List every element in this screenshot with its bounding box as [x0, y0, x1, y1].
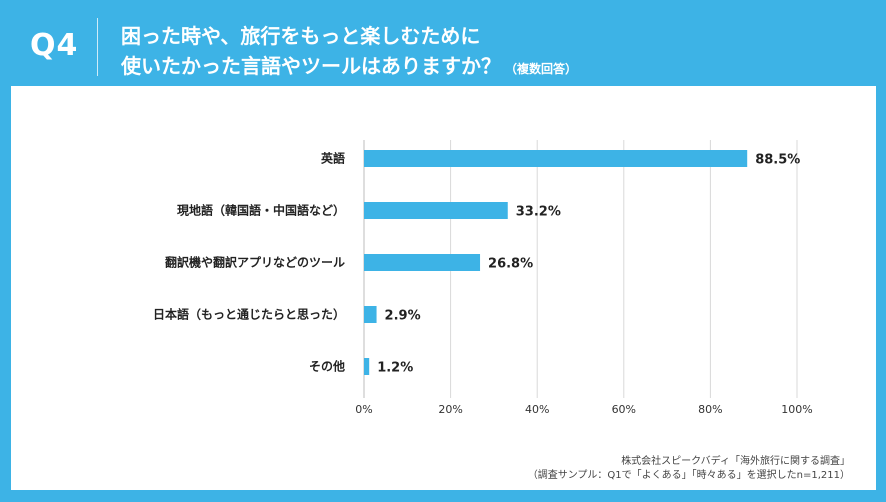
x-tick-label: 100%	[781, 403, 812, 416]
bar	[364, 202, 508, 219]
x-tick-label: 80%	[698, 403, 722, 416]
bar	[364, 358, 370, 375]
header: Q4 困った時や、旅行をもっと楽しむために 使いたかった言語やツールはありますか…	[0, 0, 886, 86]
x-tick-label: 60%	[612, 403, 636, 416]
source-line-2: （調査サンプル：Q1で「よくある」「時々ある」を選択したn=1,211）	[527, 470, 850, 481]
category-label: 翻訳機や翻訳アプリなどのツール	[165, 255, 345, 270]
category-label: その他	[309, 359, 345, 374]
value-label: 1.2%	[377, 361, 413, 376]
value-label: 26.8%	[488, 257, 533, 272]
title-line-2-text: 使いたかった言語やツールはありますか？	[121, 54, 501, 78]
value-label: 33.2%	[516, 205, 561, 220]
value-label: 2.9%	[385, 309, 421, 324]
x-tick-label: 40%	[525, 403, 549, 416]
bar	[364, 306, 377, 323]
question-title: 困った時や、旅行をもっと楽しむために 使いたかった言語やツールはありますか？ （複…	[121, 21, 577, 84]
source-line-1: 株式会社スピークバディ「海外旅行に関する調査」	[621, 456, 850, 467]
x-tick-label: 0%	[355, 403, 372, 416]
source-note: 株式会社スピークバディ「海外旅行に関する調査」 （調査サンプル：Q1で「よくある…	[528, 455, 850, 483]
category-label: 日本語（もっと通じたらと思った）	[153, 307, 345, 322]
title-line-1: 困った時や、旅行をもっと楽しむために	[121, 24, 481, 48]
category-label: 現地語（韓国語・中国語など）	[177, 203, 345, 218]
header-divider	[97, 18, 98, 76]
value-label: 88.5%	[755, 153, 800, 168]
title-note: （複数回答）	[505, 62, 578, 76]
bar	[364, 150, 748, 167]
x-tick-label: 20%	[438, 403, 462, 416]
question-label: Q4	[30, 28, 79, 63]
category-label: 英語	[321, 151, 345, 166]
bar	[364, 254, 481, 271]
title-line-2: 使いたかった言語やツールはありますか？ （複数回答）	[121, 51, 577, 84]
